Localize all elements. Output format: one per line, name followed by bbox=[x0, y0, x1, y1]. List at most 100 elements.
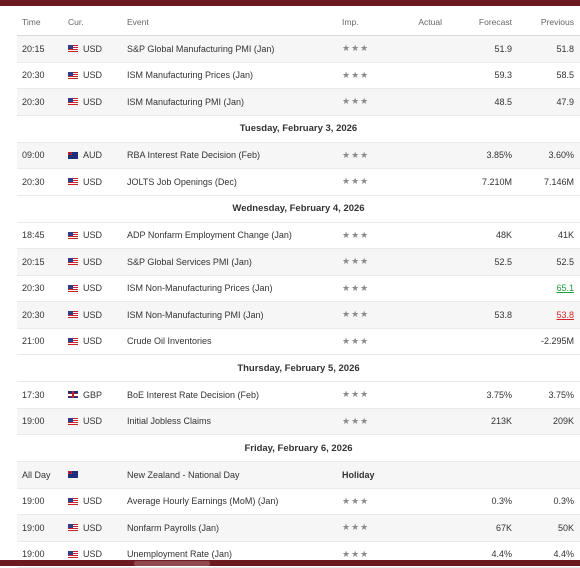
us-flag-icon bbox=[68, 551, 78, 558]
date-header: Tuesday, February 3, 2026 bbox=[17, 116, 580, 143]
star-icon: ★ bbox=[351, 497, 359, 506]
event-name[interactable]: Nonfarm Payrolls (Jan) bbox=[127, 523, 342, 533]
us-flag-icon bbox=[68, 285, 78, 292]
event-name[interactable]: RBA Interest Rate Decision (Feb) bbox=[127, 150, 342, 160]
importance-rating: ★★★ bbox=[342, 231, 392, 240]
star-icon: ★ bbox=[351, 523, 359, 532]
forecast-value: 48.5 bbox=[442, 97, 512, 107]
header-actual[interactable]: Actual bbox=[392, 17, 442, 27]
star-icon: ★ bbox=[360, 417, 368, 426]
forecast-value: 3.75% bbox=[442, 390, 512, 400]
star-icon: ★ bbox=[360, 390, 368, 399]
event-name[interactable]: Initial Jobless Claims bbox=[127, 416, 342, 426]
header-previous[interactable]: Previous bbox=[512, 17, 574, 27]
us-flag-icon bbox=[68, 72, 78, 79]
star-icon: ★ bbox=[360, 151, 368, 160]
event-currency: USD bbox=[68, 257, 127, 267]
star-icon: ★ bbox=[360, 44, 368, 53]
scrollbar-thumb[interactable] bbox=[134, 561, 210, 566]
previous-value: 51.8 bbox=[512, 44, 574, 54]
previous-text: 51.8 bbox=[556, 44, 574, 54]
event-name[interactable]: Crude Oil Inventories bbox=[127, 336, 342, 346]
importance-rating: ★★★ bbox=[342, 390, 392, 399]
star-icon: ★ bbox=[360, 310, 368, 319]
header-event[interactable]: Event bbox=[127, 17, 342, 27]
event-name[interactable]: Unemployment Rate (Jan) bbox=[127, 549, 342, 559]
star-icon: ★ bbox=[342, 390, 350, 399]
event-name[interactable]: ISM Non-Manufacturing Prices (Jan) bbox=[127, 283, 342, 293]
star-icon: ★ bbox=[342, 231, 350, 240]
previous-text: 3.75% bbox=[548, 390, 574, 400]
star-icon: ★ bbox=[360, 97, 368, 106]
star-icon: ★ bbox=[342, 337, 350, 346]
header-forecast[interactable]: Forecast bbox=[442, 17, 512, 27]
importance-rating: ★★★ bbox=[342, 497, 392, 506]
previous-revised[interactable]: 65.1 bbox=[556, 283, 574, 293]
importance-rating: ★★★ bbox=[342, 257, 392, 266]
currency-code: USD bbox=[83, 257, 102, 267]
calendar-rows: 20:15 USD S&P Global Manufacturing PMI (Ja… bbox=[17, 36, 580, 568]
date-header: Thursday, February 5, 2026 bbox=[17, 355, 580, 382]
star-icon: ★ bbox=[351, 310, 359, 319]
horizontal-scrollbar[interactable] bbox=[0, 560, 580, 566]
star-icon: ★ bbox=[342, 417, 350, 426]
event-name[interactable]: New Zealand - National Day bbox=[127, 470, 342, 480]
event-name[interactable]: S&P Global Manufacturing PMI (Jan) bbox=[127, 44, 342, 54]
star-icon: ★ bbox=[351, 44, 359, 53]
event-name[interactable]: BoE Interest Rate Decision (Feb) bbox=[127, 390, 342, 400]
currency-code: USD bbox=[83, 44, 102, 54]
event-currency: USD bbox=[68, 70, 127, 80]
us-flag-icon bbox=[68, 524, 78, 531]
event-currency: USD bbox=[68, 310, 127, 320]
event-currency: USD bbox=[68, 496, 127, 506]
star-icon: ★ bbox=[342, 97, 350, 106]
currency-code: USD bbox=[83, 70, 102, 80]
event-name[interactable]: ISM Non-Manufacturing PMI (Jan) bbox=[127, 310, 342, 320]
previous-value: 47.9 bbox=[512, 97, 574, 107]
header-time[interactable]: Time bbox=[17, 17, 68, 27]
event-name[interactable]: JOLTS Job Openings (Dec) bbox=[127, 177, 342, 187]
event-name[interactable]: S&P Global Services PMI (Jan) bbox=[127, 257, 342, 267]
event-time: 20:30 bbox=[17, 177, 68, 187]
event-name[interactable]: ISM Manufacturing PMI (Jan) bbox=[127, 97, 342, 107]
previous-text: 50K bbox=[558, 523, 574, 533]
previous-value: 53.8 bbox=[512, 310, 574, 320]
previous-value: 4.4% bbox=[512, 549, 574, 559]
us-flag-icon bbox=[68, 178, 78, 185]
header-currency[interactable]: Cur. bbox=[68, 17, 127, 27]
us-flag-icon bbox=[68, 232, 78, 239]
event-name[interactable]: ADP Nonfarm Employment Change (Jan) bbox=[127, 230, 342, 240]
star-icon: ★ bbox=[351, 284, 359, 293]
currency-code: USD bbox=[83, 97, 102, 107]
event-currency: USD bbox=[68, 177, 127, 187]
event-time: 19:00 bbox=[17, 549, 68, 559]
event-time: 20:15 bbox=[17, 44, 68, 54]
importance-rating: ★★★ bbox=[342, 177, 392, 186]
star-icon: ★ bbox=[351, 97, 359, 106]
previous-value: 52.5 bbox=[512, 257, 574, 267]
event-currency: GBP bbox=[68, 390, 127, 400]
forecast-value: 0.3% bbox=[442, 496, 512, 506]
event-row[interactable]: 20:15 USD S&P Global Manufacturing PMI (Ja… bbox=[17, 36, 580, 63]
event-time: 20:30 bbox=[17, 70, 68, 80]
event-name[interactable]: Average Hourly Earnings (MoM) (Jan) bbox=[127, 496, 342, 506]
star-icon: ★ bbox=[351, 231, 359, 240]
previous-value: 58.5 bbox=[512, 70, 574, 80]
header-importance[interactable]: Imp. bbox=[342, 17, 392, 27]
event-name[interactable]: ISM Manufacturing Prices (Jan) bbox=[127, 70, 342, 80]
previous-revised[interactable]: 53.8 bbox=[556, 310, 574, 320]
